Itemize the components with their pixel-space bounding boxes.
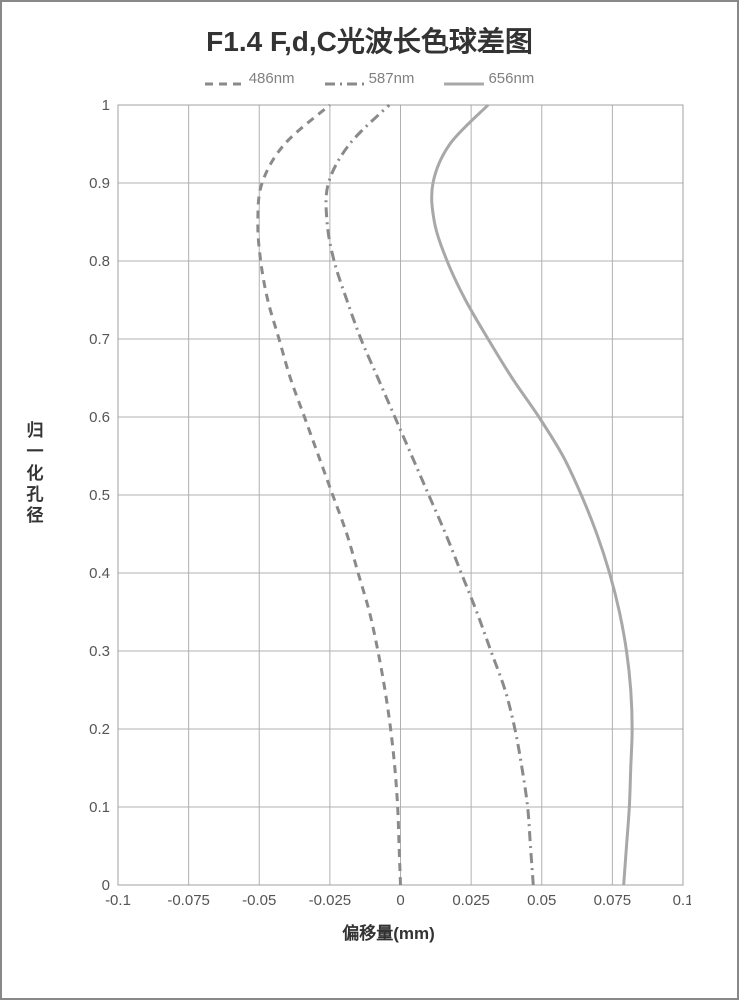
svg-text:0.025: 0.025 [452,892,490,909]
svg-text:0.3: 0.3 [89,643,110,660]
chart-area: 归一化孔径 -0.1-0.075-0.05-0.02500.0250.050.0… [68,99,709,944]
svg-text:0.05: 0.05 [527,892,556,909]
svg-text:0: 0 [102,877,110,894]
legend-item: 656nm [444,70,534,87]
svg-text:0.6: 0.6 [89,409,110,426]
svg-text:-0.1: -0.1 [105,892,131,909]
svg-text:-0.05: -0.05 [242,892,276,909]
svg-text:0.4: 0.4 [89,565,110,582]
y-axis-label: 归一化孔径 [26,420,44,526]
legend-item: 587nm [325,70,415,87]
svg-text:0.2: 0.2 [89,721,110,738]
svg-text:-0.025: -0.025 [309,892,352,909]
legend-label: 656nm [488,70,534,87]
chart-title: F1.4 F,d,C光波长色球差图 [20,20,719,60]
chart-frame: F1.4 F,d,C光波长色球差图 486nm587nm656nm 归一化孔径 … [0,0,739,1000]
svg-text:0.1: 0.1 [89,799,110,816]
chart-svg: -0.1 -0.075 -0.05 -0.025 0 0.025 0.05 0.075 0.1 0… [68,99,691,913]
svg-text:0.8: 0.8 [89,253,110,270]
svg-text:0.9: 0.9 [89,175,110,192]
legend-item: 486nm [205,70,295,87]
x-axis-label: 偏移量(mm) [68,919,709,944]
svg-text:-0.075: -0.075 [167,892,210,909]
legend-label: 587nm [369,70,415,87]
svg-text:0.5: 0.5 [89,487,110,504]
svg-text:0.075: 0.075 [594,892,632,909]
chart-legend: 486nm 587nm 656nm [20,70,719,87]
svg-text:0.7: 0.7 [89,331,110,348]
svg-text:0.1: 0.1 [673,892,691,909]
svg-text:1: 1 [102,99,110,114]
svg-text:0: 0 [396,892,404,909]
legend-label: 486nm [249,70,295,87]
